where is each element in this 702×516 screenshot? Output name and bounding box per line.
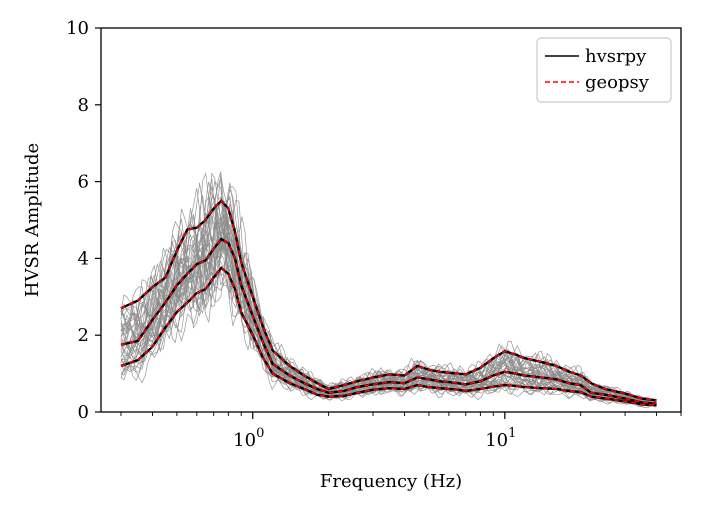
y-tick-label: 10 xyxy=(66,18,89,39)
window-curve xyxy=(120,171,657,405)
y-tick-label: 0 xyxy=(78,402,89,423)
statistic-series xyxy=(120,199,657,407)
y-tick-label: 4 xyxy=(78,248,89,269)
y-tick-label: 2 xyxy=(78,325,89,346)
legend-label-hvsrpy: hvsrpy xyxy=(585,46,647,67)
x-axis-title: Frequency (Hz) xyxy=(320,471,462,492)
window-curve xyxy=(120,178,657,404)
legend-label-geopsy: geopsy xyxy=(585,72,650,93)
legend: hvsrpy geopsy xyxy=(536,37,672,103)
window-curve xyxy=(120,202,657,403)
x-tick-label: 101 xyxy=(485,426,516,451)
x-tick-label: 100 xyxy=(233,426,264,451)
window-curve xyxy=(120,223,657,407)
geopsy-lower-line xyxy=(120,266,657,406)
y-axis-title: HVSR Amplitude xyxy=(22,143,43,297)
y-tick-label: 8 xyxy=(78,95,89,116)
window-curve xyxy=(120,197,657,405)
y-tick-label: 6 xyxy=(78,172,89,193)
y-axis-ticks: 0 2 4 6 8 10 xyxy=(66,18,101,423)
plot-frame xyxy=(100,27,682,413)
legend-box xyxy=(536,37,672,103)
window-curve xyxy=(120,252,657,409)
x-axis-ticks: 100 101 xyxy=(120,412,682,451)
geopsy-upper-line xyxy=(120,199,657,402)
geopsy-mean-line xyxy=(120,238,657,405)
